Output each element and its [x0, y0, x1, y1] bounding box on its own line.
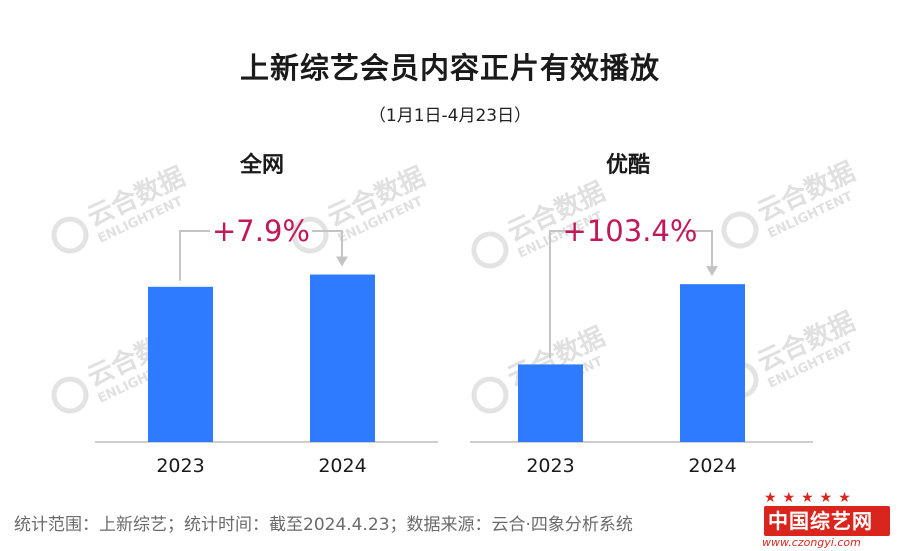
connector-line-right — [682, 230, 713, 275]
connector-line-left — [549, 230, 580, 359]
bar — [148, 286, 213, 442]
site-logo: ★★★★★ 中国综艺网 www.czongyi.com — [754, 490, 900, 551]
growth-annotation: +103.4% — [563, 214, 698, 248]
page-subtitle: （1月1日-4月23日） — [368, 106, 532, 126]
connector-arrow — [336, 256, 348, 267]
connector-line-right — [312, 230, 343, 265]
growth-annotation: +7.9% — [212, 214, 310, 248]
logo-badge — [764, 506, 890, 536]
panel-title: 全网 — [239, 152, 284, 178]
panel-title: 优酷 — [606, 152, 650, 178]
logo-stars: ★★★★★ — [764, 490, 857, 506]
bar — [518, 364, 583, 442]
connector-arrow — [706, 266, 718, 277]
footer-note: 统计范围：上新综艺；统计时间：截至2024.4.23；数据来源：云合·四象分析系… — [14, 515, 633, 535]
x-tick-label: 2023 — [526, 455, 574, 477]
logo-url: www.czongyi.com — [762, 536, 861, 549]
bar — [680, 284, 745, 442]
page-title: 上新综艺会员内容正片有效播放 — [239, 51, 660, 85]
connector-line-left — [179, 230, 210, 281]
x-tick-label: 2024 — [688, 455, 736, 477]
x-tick-label: 2023 — [156, 455, 204, 477]
logo-text: 中国综艺网 — [768, 509, 873, 533]
x-tick-label: 2024 — [318, 455, 366, 477]
bar — [310, 274, 375, 442]
